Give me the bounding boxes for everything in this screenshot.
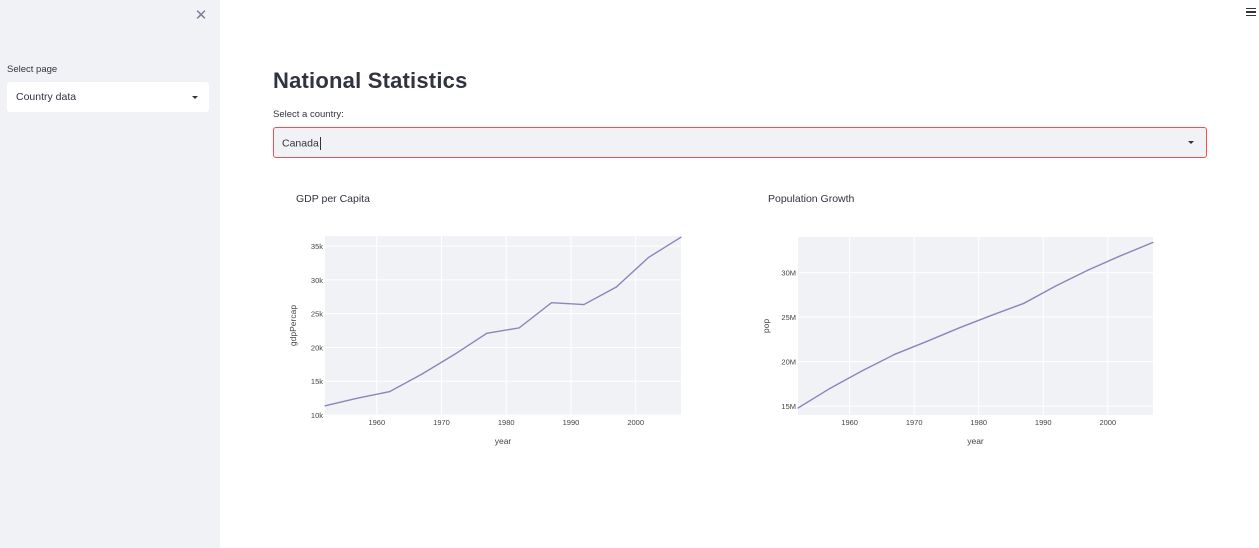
data-point bbox=[389, 391, 391, 393]
data-point bbox=[1023, 302, 1025, 304]
data-point bbox=[926, 340, 928, 342]
country-select[interactable]: Canada bbox=[273, 127, 1207, 158]
x-tick-label: 1960 bbox=[368, 418, 385, 427]
x-axis-label: year bbox=[495, 436, 512, 446]
data-point bbox=[518, 327, 520, 329]
population-chart-svg: Population Growth 1960 1970 1980 1990 2000 15M… bbox=[761, 193, 1154, 446]
x-axis-label: year bbox=[967, 436, 984, 446]
y-tick-label: 15M bbox=[781, 402, 796, 411]
close-sidebar-icon[interactable]: ✕ bbox=[194, 6, 208, 24]
data-point bbox=[1152, 241, 1154, 244]
y-tick-label: 25M bbox=[781, 313, 796, 322]
population-chart: Population Growth 1960 1970 1980 1990 2000 15M… bbox=[758, 185, 1178, 470]
chevron-down-icon bbox=[192, 96, 198, 99]
data-point bbox=[615, 286, 617, 288]
x-tick-label: 1990 bbox=[1035, 418, 1052, 427]
data-point bbox=[356, 397, 358, 399]
page-select-value: Country data bbox=[16, 91, 77, 103]
x-tick-label: 1970 bbox=[433, 418, 450, 427]
x-tick-label: 1960 bbox=[841, 418, 858, 427]
x-tick-label: 1990 bbox=[563, 418, 580, 427]
gdp-chart-svg: GDP per Capita 1960 1970 1980 1990 2000 10k 15k… bbox=[288, 193, 682, 446]
gdp-chart: GDP per Capita 1960 1970 1980 1990 2000 10k 15k… bbox=[286, 185, 706, 470]
data-point bbox=[861, 370, 864, 372]
data-point bbox=[648, 256, 650, 259]
data-point bbox=[453, 353, 456, 356]
y-tick-label: 35k bbox=[311, 242, 323, 251]
chevron-down-icon bbox=[1188, 141, 1194, 144]
y-tick-label: 30k bbox=[311, 276, 323, 285]
y-tick-label: 25k bbox=[311, 310, 323, 319]
data-point bbox=[958, 327, 960, 329]
plot-area bbox=[798, 237, 1153, 415]
data-point bbox=[421, 373, 423, 375]
y-tick-label: 30M bbox=[781, 269, 796, 278]
country-select-label: Select a country: bbox=[273, 109, 344, 120]
data-point bbox=[680, 236, 682, 238]
x-tick-label: 1980 bbox=[970, 418, 987, 427]
y-axis-label: pop bbox=[761, 319, 771, 333]
y-tick-label: 15k bbox=[311, 377, 323, 386]
x-tick-label: 2000 bbox=[627, 418, 644, 427]
chart-title: GDP per Capita bbox=[296, 193, 370, 205]
data-point bbox=[1055, 285, 1057, 287]
data-point bbox=[1087, 269, 1090, 271]
page-title: National Statistics bbox=[273, 68, 468, 93]
select-page-label: Select page bbox=[7, 64, 58, 75]
x-tick-label: 2000 bbox=[1099, 418, 1116, 427]
hamburger-menu-icon[interactable] bbox=[1246, 8, 1256, 18]
data-point bbox=[991, 314, 993, 316]
series-line bbox=[324, 236, 682, 407]
country-select-value: Canada bbox=[282, 137, 321, 150]
data-point bbox=[797, 407, 799, 409]
plot-area bbox=[325, 236, 681, 415]
chart-title: Population Growth bbox=[768, 193, 855, 205]
series-line bbox=[797, 241, 1154, 409]
data-point bbox=[583, 304, 585, 306]
data-point bbox=[486, 332, 488, 334]
data-point bbox=[1120, 255, 1122, 257]
page-select[interactable]: Country data bbox=[7, 82, 209, 112]
data-point bbox=[829, 387, 831, 389]
y-tick-label: 20k bbox=[311, 343, 323, 352]
y-tick-label: 10k bbox=[311, 411, 323, 420]
data-point bbox=[894, 353, 896, 355]
y-axis-label: gdpPercap bbox=[288, 305, 298, 346]
sidebar: ✕ Select page Country data bbox=[0, 0, 220, 548]
x-tick-label: 1970 bbox=[906, 418, 923, 427]
x-tick-label: 1980 bbox=[498, 418, 515, 427]
y-tick-label: 20M bbox=[781, 358, 796, 367]
data-point bbox=[324, 405, 326, 407]
data-point bbox=[550, 302, 553, 304]
